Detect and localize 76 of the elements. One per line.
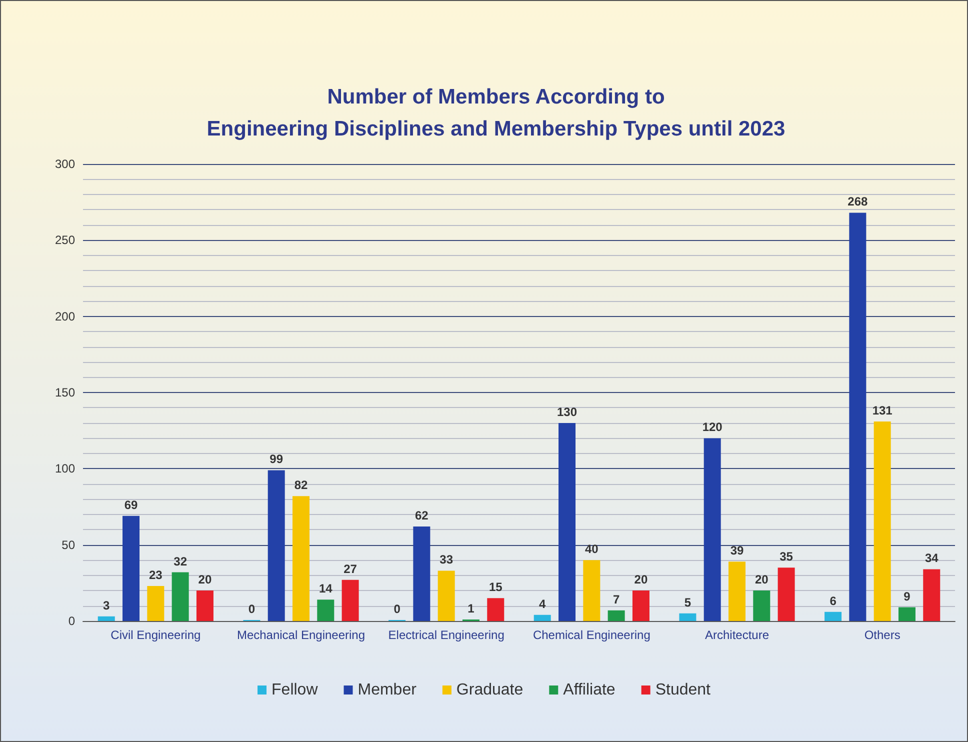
bar — [487, 598, 504, 621]
chart-title: Number of Members According to Engineering Disciplines and Membership Types until 2023 — [206, 86, 786, 140]
data-label: 20 — [198, 572, 212, 587]
bar — [728, 562, 746, 621]
data-label: 23 — [148, 568, 163, 582]
x-tick-label: Electrical Engineering — [388, 628, 504, 642]
data-label: 33 — [440, 552, 454, 567]
data-label: 62 — [415, 508, 429, 523]
y-tick-label: 300 — [54, 157, 76, 171]
data-label: 1 — [468, 601, 475, 616]
data-label: 82 — [294, 478, 308, 492]
bar — [849, 212, 866, 621]
bar — [608, 610, 625, 621]
bar — [292, 496, 310, 621]
bar — [438, 570, 455, 621]
bar — [824, 612, 842, 621]
y-tick-label: 150 — [54, 386, 76, 400]
bar — [898, 607, 916, 621]
data-label: 20 — [754, 572, 769, 587]
x-tick-label: Chemical Engineering — [532, 628, 650, 642]
bar — [342, 580, 359, 621]
bar — [122, 516, 140, 621]
data-label: 32 — [174, 554, 188, 568]
legend-label: Graduate — [456, 682, 524, 698]
y-tick-label: 50 — [62, 538, 76, 552]
data-label: 35 — [780, 550, 794, 564]
bar — [704, 438, 721, 621]
bar — [923, 569, 940, 621]
data-label: 9 — [904, 589, 911, 604]
data-label: 15 — [488, 580, 503, 594]
data-label: 7 — [612, 592, 620, 606]
data-label: 0 — [248, 602, 256, 616]
data-label: 4 — [539, 596, 546, 611]
bar — [98, 616, 115, 621]
data-label: 69 — [124, 498, 138, 512]
x-tick-label: Mechanical Engineering — [236, 628, 366, 642]
bar — [147, 586, 164, 621]
bar — [874, 421, 891, 621]
bar — [534, 614, 551, 621]
data-label: 99 — [270, 452, 284, 466]
x-tick-label: Civil Engineering — [110, 628, 201, 642]
y-tick-label: 250 — [54, 233, 76, 248]
bar — [172, 572, 189, 621]
bar — [679, 613, 696, 621]
bar — [317, 600, 334, 621]
data-label: 14 — [318, 582, 333, 596]
data-label: 131 — [872, 403, 893, 418]
data-label: 130 — [557, 404, 578, 419]
bar — [196, 590, 214, 621]
data-label: 120 — [702, 420, 723, 434]
legend-label: Fellow — [272, 682, 318, 698]
y-tick-label: 200 — [54, 309, 76, 324]
bar — [268, 470, 285, 621]
data-label: 0 — [394, 602, 401, 616]
legend-label: Affiliate — [563, 682, 616, 698]
x-tick-label: Architecture — [704, 628, 770, 642]
bar — [778, 568, 795, 621]
legend-label: Student — [655, 682, 712, 698]
legend-label: Member — [358, 682, 418, 698]
data-label: 3 — [103, 598, 110, 612]
data-label: 40 — [584, 542, 599, 556]
data-label: 6 — [830, 594, 837, 608]
y-tick-label: 0 — [68, 614, 76, 628]
data-label: 39 — [730, 544, 744, 558]
x-tick-label: Others — [864, 628, 900, 642]
data-label: 34 — [924, 551, 939, 566]
data-label: 20 — [634, 572, 648, 587]
y-tick-label: 100 — [54, 462, 76, 476]
bar — [558, 422, 576, 621]
data-label: 5 — [684, 595, 692, 610]
bar — [413, 526, 430, 621]
bar — [583, 560, 600, 621]
data-label: 27 — [344, 562, 358, 576]
bar — [753, 590, 770, 621]
data-label: 268 — [848, 194, 868, 209]
bar — [632, 590, 650, 621]
